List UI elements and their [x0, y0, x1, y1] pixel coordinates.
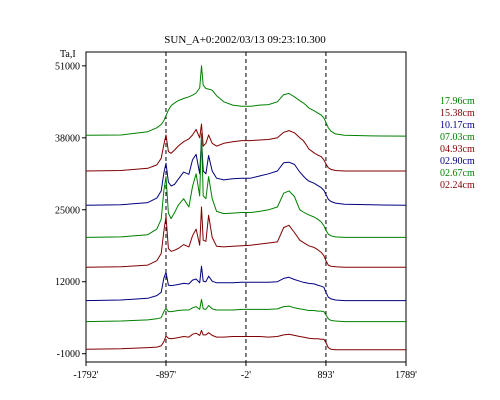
- series-line-07.03cm: [85, 132, 406, 238]
- x-tick-label: -1792': [73, 370, 98, 381]
- series-line-02.67cm: [85, 298, 406, 323]
- x-tick-label: -897': [156, 370, 176, 381]
- y-tick-label: 38000: [55, 133, 80, 144]
- legend-entry-15.38cm: 15.38cm: [440, 108, 475, 119]
- series-layer: [85, 65, 407, 351]
- legend-entry-10.17cm: 10.17cm: [440, 120, 475, 131]
- x-axis: -1792' -897' -2' 893' 1789': [73, 362, 417, 381]
- x-tick-label: -2': [241, 370, 251, 381]
- legend-entry-02.90cm: 02.90cm: [440, 156, 475, 167]
- x-tick-label: 893': [318, 370, 335, 381]
- series-line-02.24cm: [85, 329, 406, 351]
- series-line-15.38cm: [85, 123, 406, 172]
- legend-entry-04.93cm: 04.93cm: [440, 144, 475, 155]
- chart-title: SUN_A+0:2002/03/13 09:23:10.300: [164, 34, 326, 46]
- series-line-17.96cm: [85, 65, 407, 137]
- y-tick-label: 12000: [55, 277, 80, 288]
- legend: 17.96cm15.38cm10.17cm07.03cm04.93cm02.90…: [440, 96, 475, 191]
- legend-entry-02.67cm: 02.67cm: [440, 168, 475, 179]
- legend-entry-17.96cm: 17.96cm: [440, 96, 475, 107]
- series-line-04.93cm: [85, 206, 406, 268]
- legend-entry-07.03cm: 07.03cm: [440, 132, 475, 143]
- y-tick-label: -1000: [57, 349, 80, 360]
- y-tick-label: 51000: [55, 61, 80, 72]
- series-line-10.17cm: [85, 137, 407, 206]
- x-tick-label: 1789': [395, 370, 417, 381]
- series-line-02.90cm: [85, 265, 406, 302]
- y-axis: 51000 38000 25000 12000 -1000: [55, 61, 86, 360]
- reference-lines: [165, 52, 327, 362]
- y-axis-label: Ta,I: [60, 49, 76, 60]
- legend-entry-02.24cm: 02.24cm: [440, 180, 475, 191]
- y-tick-label: 25000: [55, 205, 80, 216]
